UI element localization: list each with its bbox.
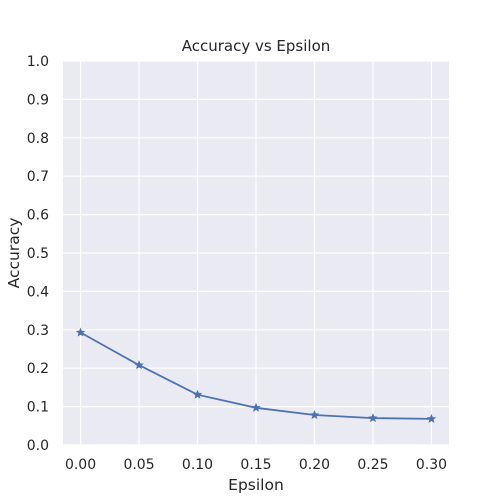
data-point <box>251 402 261 412</box>
x-axis-label: Epsilon <box>228 476 284 494</box>
y-tick-label: 0.3 <box>27 323 49 339</box>
data-point <box>368 413 378 423</box>
series-markers <box>75 327 437 423</box>
x-tick-label: 0.05 <box>123 457 154 473</box>
data-point <box>192 389 203 399</box>
x-tick-label: 0.25 <box>357 457 388 473</box>
data-point <box>75 327 86 337</box>
y-axis-ticks: 0.0 0.1 0.2 0.3 0.4 0.5 0.6 0.7 0.8 0.9 1.0 <box>27 54 49 454</box>
data-point <box>134 360 144 370</box>
y-tick-label: 0.2 <box>27 361 49 377</box>
y-tick-label: 0.6 <box>27 208 49 224</box>
y-tick-label: 0.9 <box>27 92 49 108</box>
x-axis-ticks: 0.00 0.05 0.10 0.15 0.20 0.25 0.30 <box>65 457 447 473</box>
y-tick-label: 1.0 <box>27 54 49 70</box>
y-axis-label: Accuracy <box>5 218 23 289</box>
chart-title: Accuracy vs Epsilon <box>182 37 331 55</box>
x-tick-label: 0.15 <box>240 457 271 473</box>
x-tick-label: 0.20 <box>299 457 330 473</box>
data-point <box>426 413 437 423</box>
data-point <box>309 410 320 420</box>
y-tick-label: 0.0 <box>27 438 49 454</box>
grid-lines <box>63 60 449 446</box>
x-tick-label: 0.00 <box>65 457 96 473</box>
y-tick-label: 0.8 <box>27 131 49 147</box>
y-tick-label: 0.5 <box>27 246 49 262</box>
x-tick-label: 0.10 <box>182 457 213 473</box>
y-tick-label: 0.7 <box>27 169 49 185</box>
y-tick-label: 0.4 <box>27 284 49 300</box>
x-tick-label: 0.30 <box>416 457 447 473</box>
y-tick-label: 0.1 <box>27 400 49 416</box>
